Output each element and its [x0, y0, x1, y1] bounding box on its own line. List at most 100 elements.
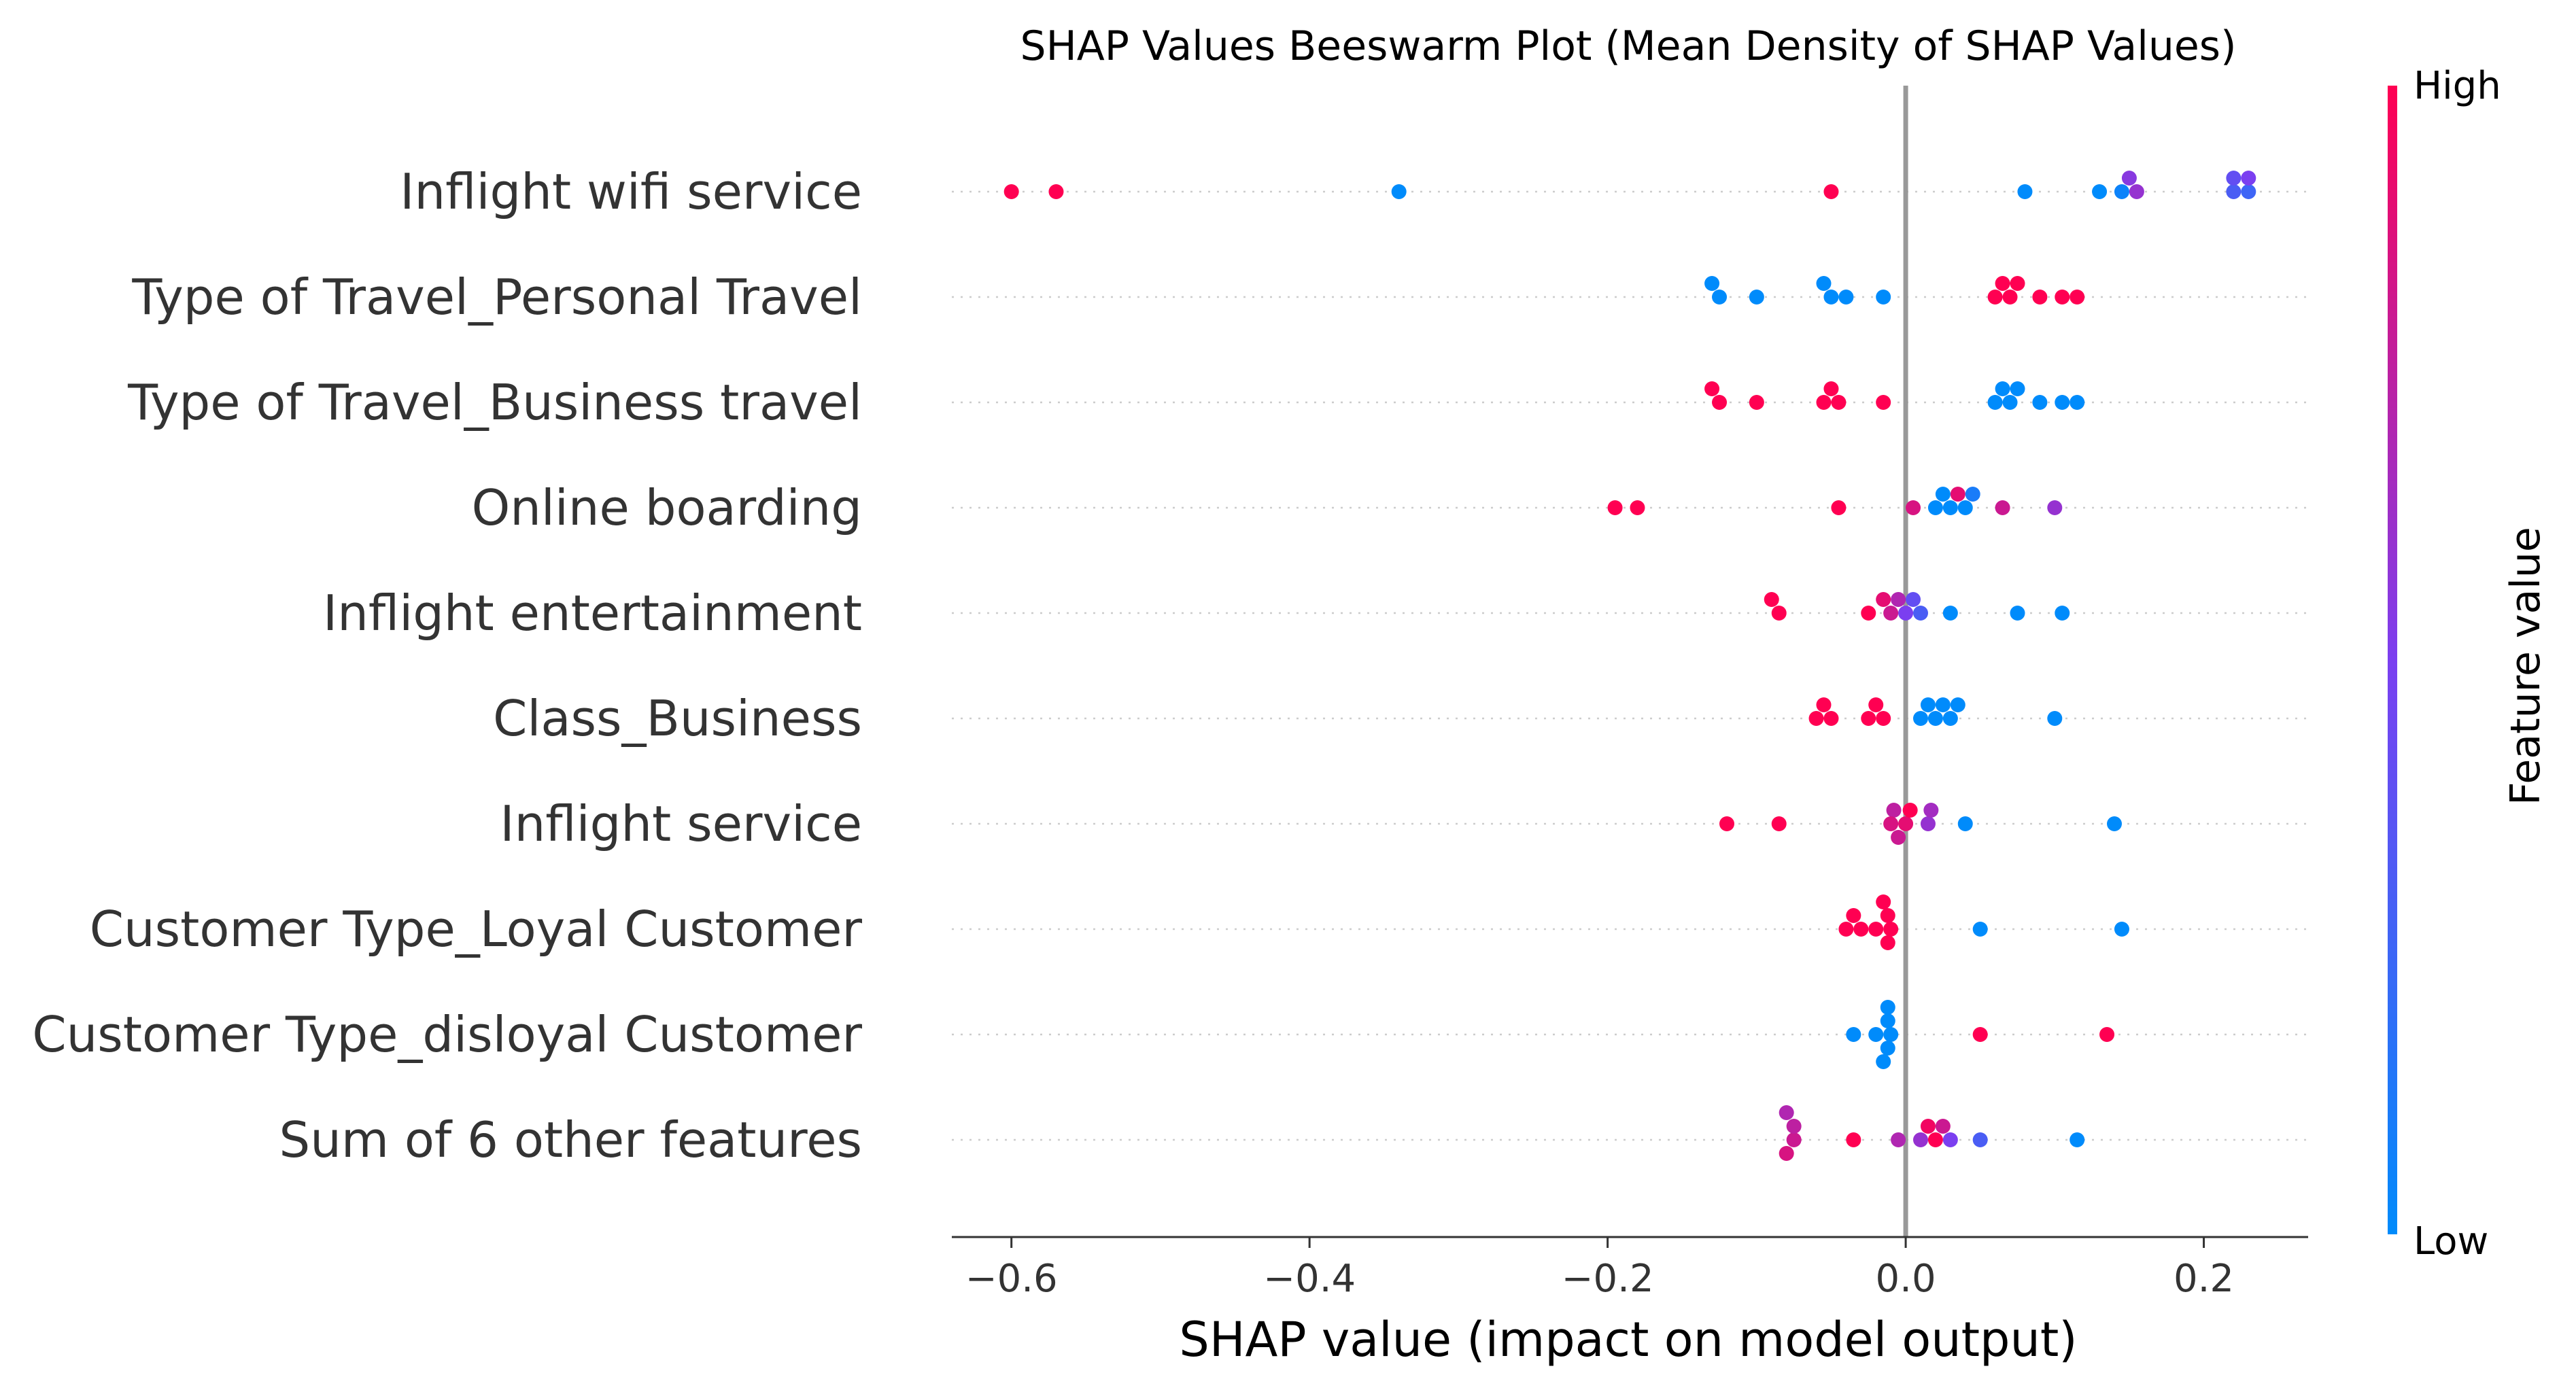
shap-point [1950, 697, 1965, 712]
shap-point [1950, 487, 1965, 502]
shap-point [1861, 711, 1876, 726]
shap-point [1823, 711, 1839, 726]
x-tick-label: −0.4 [1263, 1257, 1356, 1301]
feature-label: Class_Business [493, 690, 862, 747]
shap-point [1920, 697, 1936, 712]
points-layer [1003, 171, 2256, 1161]
shap-point [2017, 184, 2033, 199]
shap-point [2047, 500, 2063, 515]
shap-point [1786, 1132, 1802, 1147]
shap-point [1771, 816, 1787, 831]
shap-point [1749, 395, 1764, 410]
feature-label: Inflight service [500, 795, 862, 852]
shap-point [1876, 290, 1891, 304]
shap-point [1764, 592, 1779, 607]
shap-point [1607, 500, 1623, 515]
shap-point [1779, 1146, 1794, 1161]
shap-point [2032, 395, 2048, 410]
shap-point [1942, 500, 1958, 515]
x-tick-label: −0.2 [1562, 1257, 1654, 1301]
feature-label: Inflight entertainment [323, 585, 862, 642]
shap-point [1906, 592, 1921, 607]
feature-label: Customer Type_disloyal Customer [32, 1006, 862, 1063]
shap-point [1876, 395, 1891, 410]
shap-point [2241, 171, 2256, 186]
x-axis-label: SHAP value (impact on model output) [1179, 1312, 2077, 1368]
shap-point [1831, 395, 1847, 410]
feature-label: Customer Type_Loyal Customer [90, 901, 863, 958]
shap-point [2226, 171, 2242, 186]
shap-point [2121, 171, 2137, 186]
x-tick-label: 0.0 [1876, 1257, 1936, 1301]
shap-point [1868, 1027, 1884, 1042]
shap-point [2010, 276, 2025, 291]
shap-point [1816, 697, 1832, 712]
shap-point [1823, 290, 1839, 304]
shap-point [1868, 922, 1884, 937]
shap-point [1987, 395, 2003, 410]
shap-point [1935, 1119, 1951, 1134]
shap-point [1630, 500, 1645, 515]
shap-point [2070, 290, 2085, 304]
shap-point [1880, 908, 1895, 923]
shap-point [1923, 803, 1939, 818]
shap-point [1880, 1000, 1895, 1015]
shap-point [1913, 606, 1928, 621]
shap-point [1935, 697, 1951, 712]
shap-point [1995, 276, 2010, 291]
shap-point [2114, 184, 2129, 199]
shap-point [1719, 816, 1734, 831]
shap-point [1957, 816, 1973, 831]
shap-point [1883, 606, 1899, 621]
shap-point [1853, 922, 1869, 937]
shap-point [1003, 184, 1019, 199]
shap-point [1838, 290, 1854, 304]
shap-point [2114, 922, 2129, 937]
shap-point [1771, 606, 1787, 621]
shap-point [1712, 395, 1728, 410]
shap-point [1816, 276, 1832, 291]
shap-point [2226, 184, 2242, 199]
feature-label: Sum of 6 other features [279, 1111, 863, 1168]
shap-point [1883, 1027, 1899, 1042]
shap-point [1906, 500, 1921, 515]
shap-point [1942, 1132, 1958, 1147]
shap-point [1942, 711, 1958, 726]
shap-point [1816, 395, 1832, 410]
x-tick-label: 0.2 [2174, 1257, 2234, 1301]
shap-point [1868, 697, 1884, 712]
shap-point [1891, 592, 1906, 607]
shap-point [2099, 1027, 2115, 1042]
shap-point [1927, 500, 1943, 515]
shap-point [2070, 1132, 2085, 1147]
shap-point [1704, 381, 1720, 396]
shap-point [1823, 381, 1839, 396]
shap-point [2010, 606, 2025, 621]
shap-point [1972, 1027, 1988, 1042]
shap-point [1831, 500, 1847, 515]
shap-point [2107, 816, 2122, 831]
shap-point [1876, 592, 1891, 607]
shap-point [2032, 290, 2048, 304]
shap-point [1913, 711, 1928, 726]
shap-point [1927, 1132, 1943, 1147]
feature-label: Inflight wifi service [400, 163, 862, 220]
shap-point [1883, 922, 1899, 937]
shap-point [1846, 1027, 1861, 1042]
shap-point [2002, 290, 2018, 304]
shap-point [1898, 606, 1914, 621]
shap-point [2092, 184, 2108, 199]
shap-point [1823, 184, 1839, 199]
colorbar-high-label: High [2414, 64, 2501, 108]
shap-point [1972, 922, 1988, 937]
x-tick-label: −0.6 [965, 1257, 1058, 1301]
shap-point [1891, 830, 1906, 845]
shap-point [1880, 1013, 1895, 1028]
shap-point [1846, 908, 1861, 923]
shap-point [1876, 711, 1891, 726]
shap-point [1957, 500, 1973, 515]
shap-point [2129, 184, 2144, 199]
shap-point [1786, 1119, 1802, 1134]
shap-point [1883, 816, 1899, 831]
